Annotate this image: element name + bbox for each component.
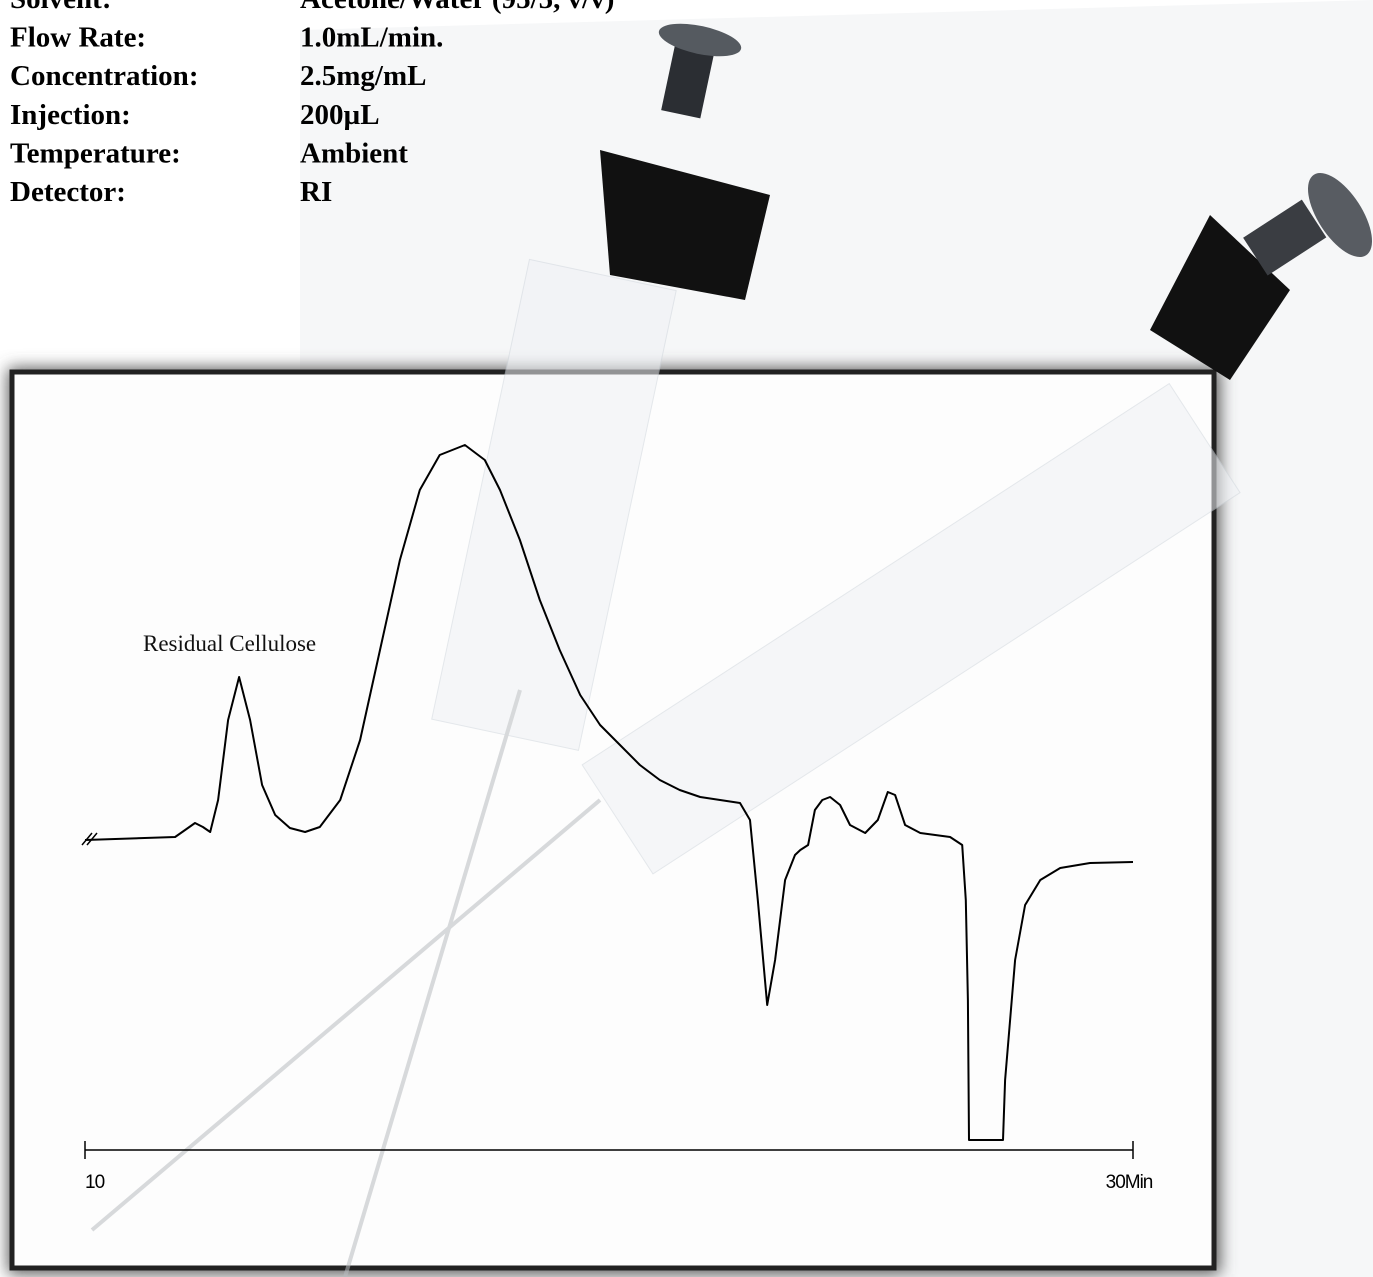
condition-label: Concentration:: [10, 60, 198, 92]
plunger-decor: [600, 23, 1372, 380]
condition-label: Solvent:: [10, 0, 112, 15]
annotation: Residual Cellulose: [143, 631, 316, 656]
x-tick-label: 10: [85, 1172, 105, 1193]
condition-value: Ambient: [300, 137, 408, 169]
condition-label: Injection:: [10, 99, 131, 131]
condition-value: 200µL: [300, 99, 380, 131]
condition-label: Detector:: [10, 176, 126, 208]
condition-value: 1.0mL/min.: [300, 22, 443, 54]
condition-value: 2.5mg/mL: [300, 60, 426, 92]
chromatogram-line: [84, 444, 1134, 1141]
x-tick-label: 30Min: [1106, 1172, 1153, 1193]
condition-label: Temperature:: [10, 137, 181, 169]
syringe-decor: [90, 258, 1241, 1277]
condition-label: Flow Rate:: [10, 22, 146, 54]
condition-value: Acetone/Water (95/5, v/v): [300, 0, 614, 15]
condition-value: RI: [300, 176, 332, 208]
